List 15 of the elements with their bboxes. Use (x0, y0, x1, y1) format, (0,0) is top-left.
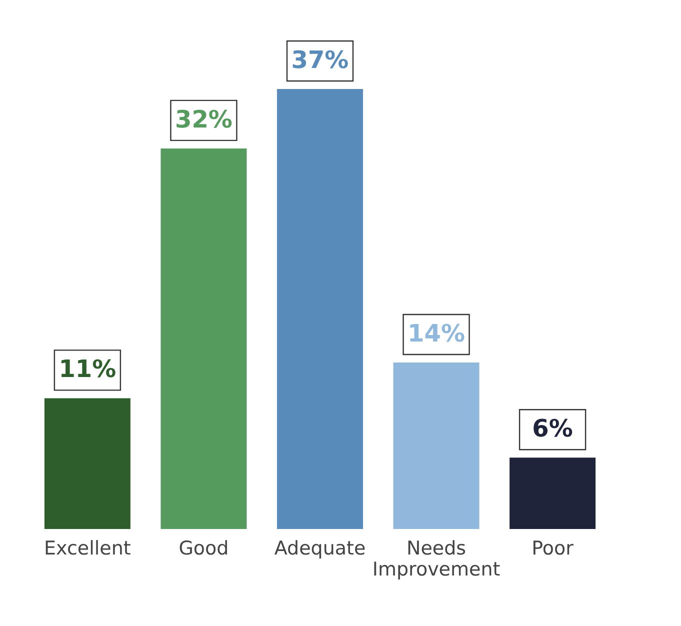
x-tick-label: Adequate (274, 538, 366, 560)
data-label: 37% (291, 46, 349, 74)
bar (277, 89, 363, 529)
x-tick-label: Poor (532, 538, 574, 560)
data-label: 32% (174, 105, 232, 134)
bar (393, 362, 480, 529)
data-label: 14% (408, 320, 466, 348)
x-tick-label: Excellent (44, 538, 131, 560)
data-label: 11% (58, 355, 116, 384)
data-label: 6% (532, 414, 573, 443)
bar (160, 148, 247, 529)
bar (44, 398, 130, 529)
bar (510, 458, 596, 529)
x-tick-label: Needs Improvement (372, 538, 500, 580)
x-tick-label: Good (178, 538, 229, 560)
